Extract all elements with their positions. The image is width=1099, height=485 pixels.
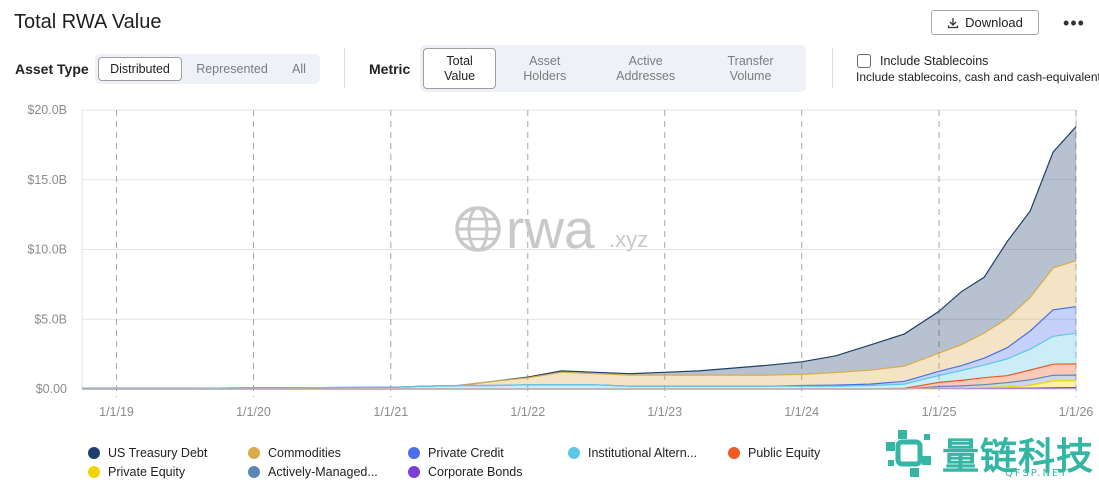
asset-type-represented[interactable]: Represented (196, 61, 268, 76)
legend-swatch (88, 447, 100, 459)
metric-selector: Total Value Asset Holders Active Address… (420, 45, 806, 92)
y-tick-label: $0.00 (36, 382, 67, 396)
legend-label: Actively-Managed... (268, 465, 378, 479)
y-tick-label: $15.0B (27, 173, 67, 187)
include-stablecoins-description: Include stablecoins, cash and cash-equiv… (856, 70, 1099, 84)
legend-swatch (408, 466, 420, 478)
include-stablecoins-label[interactable]: Include Stablecoins (880, 54, 989, 68)
page-title: Total RWA Value (14, 11, 162, 33)
more-options-button[interactable]: ••• (1063, 13, 1085, 33)
qfsp-brand-cn: 量链科技 (942, 435, 1094, 478)
metric-total-value-line2: Value (444, 68, 476, 83)
legend-item[interactable]: US Treasury Debt (88, 446, 207, 460)
legend-swatch (728, 447, 740, 459)
asset-type-distributed[interactable]: Distributed (98, 57, 182, 81)
download-label: Download (965, 15, 1023, 30)
legend-swatch (408, 447, 420, 459)
legend-item[interactable]: Corporate Bonds (408, 465, 523, 479)
metric-asset-holders[interactable]: Asset Holders (496, 48, 593, 89)
x-tick-label: 1/1/22 (510, 405, 545, 419)
qfsp-brand-en: QFSP.NET (1005, 468, 1069, 479)
globe-icon (455, 206, 501, 252)
legend-label: Private Equity (108, 465, 186, 479)
x-tick-label: 1/1/21 (373, 405, 408, 419)
x-tick-label: 1/1/24 (784, 405, 819, 419)
legend-label: Commodities (268, 446, 341, 460)
legend-label: Corporate Bonds (428, 465, 523, 479)
download-button[interactable]: Download (931, 10, 1039, 35)
metric-asset-holders-line2: Holders (523, 68, 567, 83)
y-tick-label: $10.0B (27, 243, 67, 257)
asset-type-label: Asset Type (15, 61, 89, 77)
divider (832, 48, 833, 88)
download-icon (947, 17, 959, 28)
x-tick-label: 1/1/25 (922, 405, 957, 419)
metric-active-addresses-line1: Active (628, 53, 663, 68)
legend-label: Private Credit (428, 446, 504, 460)
legend-swatch (88, 466, 100, 478)
legend-label: US Treasury Debt (108, 446, 208, 460)
metric-label: Metric (369, 61, 411, 77)
y-tick-label: $5.0B (34, 312, 67, 326)
series-line (82, 332, 1077, 389)
metric-total-value-line1: Total (446, 53, 473, 68)
metric-active-addresses-line2: Addresses (616, 68, 676, 83)
x-tick-label: 1/1/20 (236, 405, 271, 419)
y-tick-label: $20.0B (27, 103, 67, 117)
x-tick-label: 1/1/23 (647, 405, 682, 419)
asset-type-selector: Distributed Represented All (95, 54, 320, 84)
legend-item[interactable]: Public Equity (728, 446, 820, 460)
asset-type-all[interactable]: All (292, 61, 306, 76)
legend-item[interactable]: Private Credit (408, 446, 504, 460)
metric-transfer-volume-line2: Volume (729, 68, 772, 83)
legend-item[interactable]: Commodities (248, 446, 341, 460)
rwa-watermark: rwa .xyz (455, 198, 648, 260)
x-tick-label: 1/1/26 (1059, 405, 1094, 419)
divider (344, 48, 345, 88)
metric-total-value[interactable]: Total Value (423, 48, 497, 89)
include-stablecoins-checkbox[interactable] (857, 54, 871, 68)
metric-active-addresses[interactable]: Active Addresses (593, 48, 698, 89)
series-institutional-altern[interactable] (82, 332, 1077, 389)
x-tick-label: 1/1/19 (99, 405, 134, 419)
rwa-value-chart: rwa .xyz $0.00 $5.0B $10.0B $15.0B $20.0B 1/1… (27, 103, 1094, 419)
legend-swatch (248, 447, 260, 459)
legend-label: Institutional Altern... (588, 446, 698, 460)
legend-label: Public Equity (748, 446, 821, 460)
legend-swatch (568, 447, 580, 459)
legend-item[interactable]: Actively-Managed... (248, 465, 378, 479)
legend-item[interactable]: Private Equity (88, 465, 185, 479)
metric-transfer-volume[interactable]: Transfer Volume (698, 48, 803, 89)
watermark-suffix: .xyz (609, 227, 648, 252)
watermark-text: rwa (506, 198, 595, 260)
qfsp-logo: 量链科技 QFSP.NET (880, 424, 1099, 485)
qfsp-logo-icon (886, 430, 931, 477)
legend-item[interactable]: Institutional Altern... (568, 446, 697, 460)
metric-transfer-volume-line1: Transfer (727, 53, 774, 68)
metric-asset-holders-line1: Asset (529, 53, 561, 68)
legend-swatch (248, 466, 260, 478)
